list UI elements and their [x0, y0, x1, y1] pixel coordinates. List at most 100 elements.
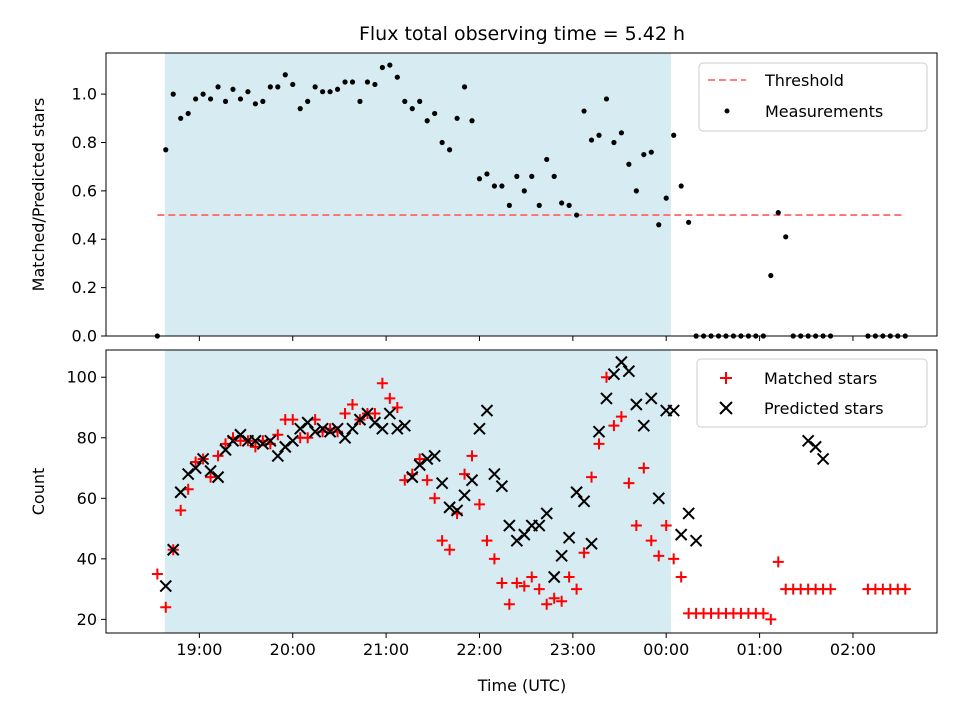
- measurement-point: [417, 98, 423, 104]
- measurement-point: [581, 108, 587, 114]
- matched-star-point: [414, 453, 426, 465]
- predicted-star-point: [682, 507, 695, 520]
- matched-star-point: [496, 577, 508, 589]
- measurement-point: [626, 161, 632, 167]
- x-axis-label: Time (UTC): [477, 676, 566, 695]
- measurements-legend-swatch: [724, 108, 730, 114]
- predicted-star-point: [600, 392, 613, 405]
- measurement-point: [484, 171, 490, 177]
- predicted-star-point: [488, 467, 501, 481]
- ratio-y-axis-label: Matched/Predicted stars: [29, 98, 48, 292]
- matched-star-point: [376, 377, 388, 389]
- predicted-star-point: [420, 452, 434, 466]
- measurement-point: [402, 98, 408, 104]
- measurement-point: [671, 132, 677, 138]
- predicted-star-point: [428, 449, 441, 463]
- predicted-star-point: [174, 486, 187, 499]
- measurement-point: [618, 130, 625, 136]
- matched-star-point: [757, 607, 769, 619]
- ratio-axes-frame: [105, 52, 938, 337]
- measurement-point: [290, 81, 296, 88]
- predicted-star-point: [331, 422, 344, 435]
- predicted-star-point: [279, 440, 292, 454]
- measurement-point: [768, 272, 774, 279]
- count-panel: 20 40 60 80 100 19:00 20:00 21:00 22:00 23:00 00:…: [29, 349, 938, 695]
- predicted-star-point: [518, 528, 531, 541]
- predicted-star-point: [607, 368, 621, 381]
- predicted-star-point: [435, 476, 449, 490]
- y-tick-label: 0.4: [72, 230, 97, 249]
- matched-star-point: [772, 556, 784, 568]
- x-tick-label: 02:00: [830, 640, 876, 659]
- predicted-star-point: [413, 458, 426, 472]
- count-y-axis-label: Count: [29, 468, 48, 516]
- predicted-star-point: [510, 534, 524, 547]
- measurement-point: [349, 79, 356, 85]
- y-tick-label: 100: [66, 368, 97, 387]
- matched-star-point: [421, 474, 433, 486]
- predicted-star-point: [801, 434, 815, 448]
- predicted-star-point: [316, 422, 329, 435]
- threshold-legend-label: Threshold: [764, 71, 844, 90]
- matched-star-point: [526, 571, 538, 583]
- predicted-star-point: [637, 419, 651, 432]
- observing-window-band: [164, 350, 671, 633]
- measurement-point: [372, 81, 378, 88]
- count-legend: Matched stars Predicted stars: [696, 358, 928, 428]
- measurement-point: [499, 183, 505, 189]
- x-tick-label: 22:00: [456, 640, 502, 659]
- measurement-point: [566, 202, 572, 208]
- matched-star-point: [630, 520, 642, 532]
- predicted-star-point: [196, 452, 210, 466]
- measurement-point: [200, 91, 206, 97]
- matched-star-point: [481, 535, 493, 547]
- predicted-star-point: [652, 492, 665, 505]
- measurement-point: [648, 149, 654, 155]
- matched-star-point: [429, 492, 441, 504]
- matched-star-point: [384, 392, 396, 404]
- ratio-y-axis: 0.0 0.2 0.4 0.6 0.8 1.0: [72, 85, 106, 346]
- predicted-star-point: [555, 549, 568, 563]
- predicted-star-point: [204, 464, 217, 478]
- predicted-star-point: [167, 543, 180, 556]
- measurement-point: [260, 98, 266, 104]
- y-tick-label: 0.6: [72, 181, 97, 200]
- predicted-star-point: [540, 507, 553, 520]
- predicted-star-point: [234, 428, 247, 441]
- matched-star-point: [645, 535, 657, 547]
- predicted-star-point: [480, 404, 494, 417]
- y-tick-label: 0.8: [72, 133, 97, 152]
- predicted-star-point: [249, 434, 262, 448]
- predicted-legend-swatch: [719, 401, 733, 415]
- predicted-star-point: [615, 355, 628, 369]
- matched-star-point: [151, 568, 163, 580]
- measurement-point: [521, 188, 527, 194]
- predicted-star-point: [301, 416, 314, 429]
- measurement-point: [424, 118, 430, 124]
- measurement-point: [447, 147, 453, 153]
- y-tick-label: 0.2: [72, 278, 97, 297]
- count-axes-frame: [105, 349, 938, 634]
- matched-star-point: [272, 429, 284, 441]
- matched-star-point: [533, 583, 545, 595]
- predicted-star-point: [256, 437, 270, 451]
- matched-star-point: [668, 553, 680, 565]
- measurement-point: [245, 89, 251, 95]
- x-tick-label: 19:00: [176, 640, 222, 659]
- predicted-star-point: [816, 452, 830, 466]
- measurement-point: [230, 86, 236, 92]
- measurement-point: [603, 96, 610, 102]
- matched-star-point: [473, 498, 485, 510]
- matched-star-point: [608, 420, 620, 432]
- matched-star-point: [899, 583, 911, 595]
- measurement-point: [320, 89, 326, 95]
- measurement-point: [237, 96, 244, 102]
- predicted-star-point: [406, 470, 419, 484]
- matched-star-point: [586, 471, 598, 483]
- predicted-star-point: [346, 422, 359, 435]
- matched-star-point: [548, 592, 560, 604]
- y-tick-label: 40: [77, 549, 97, 568]
- matched-star-point: [571, 583, 583, 595]
- y-tick-label: 0.0: [72, 327, 97, 346]
